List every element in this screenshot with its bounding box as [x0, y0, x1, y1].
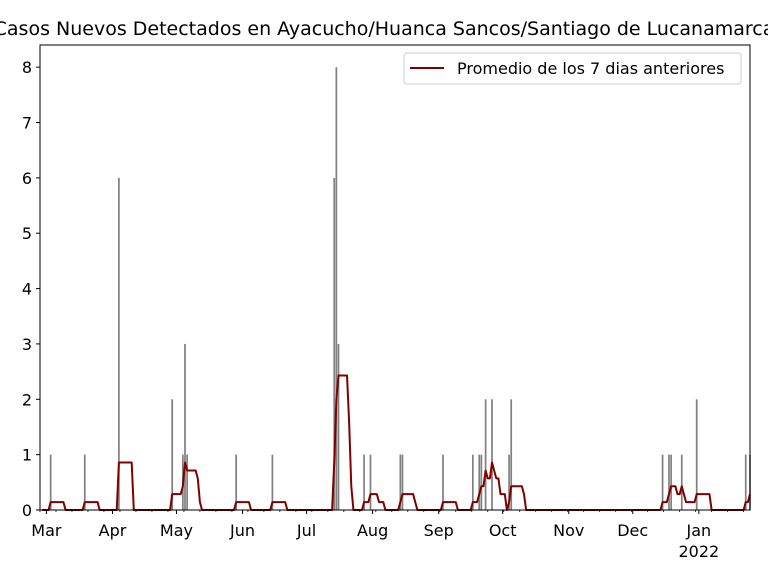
case-bar	[670, 454, 672, 510]
case-bar	[680, 454, 683, 510]
x-tick-label: Jul	[296, 521, 316, 540]
case-bar	[399, 454, 402, 510]
legend-box	[403, 52, 742, 85]
case-bar	[491, 399, 493, 510]
x-tick-label: Mar	[31, 521, 62, 540]
case-bar	[235, 454, 238, 510]
y-axis: 0 1 2 3 4 5 6 7 8	[22, 58, 40, 520]
legend-label: Promedio de los 7 dias anteriores	[457, 59, 724, 78]
x-tick-label: Apr	[99, 521, 127, 540]
y-tick-label: 6	[22, 169, 32, 188]
x-tick-label: Nov	[553, 521, 584, 540]
case-bar	[335, 67, 338, 510]
y-tick-label: 4	[22, 280, 32, 299]
x-tick-label: May	[160, 521, 193, 540]
case-bar	[333, 177, 336, 511]
case-bar	[744, 454, 747, 510]
case-bar	[49, 454, 52, 510]
case-bar	[118, 177, 120, 511]
case-bar	[186, 454, 188, 510]
case-bar	[184, 343, 186, 510]
case-bar	[471, 454, 474, 510]
case-bar	[661, 454, 664, 510]
case-bar	[668, 454, 670, 510]
x-tick-label: Dec	[617, 521, 648, 540]
case-bar	[337, 343, 340, 510]
x-tick-sublabel: 2022	[678, 542, 719, 561]
case-bar	[484, 399, 487, 510]
y-tick-label: 3	[22, 335, 32, 354]
y-tick-label: 7	[22, 114, 32, 133]
case-bar	[369, 454, 372, 510]
y-tick-label: 5	[22, 224, 32, 243]
chart-title: Casos Nuevos Detectados en Ayacucho/Huan…	[0, 18, 768, 40]
case-bar	[510, 399, 513, 510]
y-tick-label: 8	[22, 58, 32, 77]
case-bar	[271, 454, 274, 510]
y-tick-label: 2	[22, 390, 32, 409]
legend: Promedio de los 7 dias anteriores	[403, 52, 742, 85]
case-bar	[695, 399, 698, 510]
case-bar	[480, 454, 483, 510]
x-tick-label: Sep	[424, 521, 454, 540]
x-tick-label: Oct	[489, 521, 517, 540]
case-bar	[401, 454, 404, 510]
x-tick-label: Jun	[229, 521, 255, 540]
x-tick-label: Aug	[357, 521, 388, 540]
axes-frame	[39, 44, 751, 511]
case-bar	[83, 454, 86, 510]
case-bar	[508, 454, 510, 510]
y-tick-label: 1	[22, 446, 32, 465]
x-axis: Mar Apr May Jun Jul Aug Sep Oct Nov Dec Jan 2022	[31, 510, 744, 561]
case-bar	[478, 454, 481, 510]
y-tick-label: 0	[22, 501, 32, 520]
x-tick-label: Jan	[685, 521, 711, 540]
case-bar	[442, 454, 444, 510]
case-bar	[171, 399, 174, 510]
case-bar	[363, 454, 365, 510]
